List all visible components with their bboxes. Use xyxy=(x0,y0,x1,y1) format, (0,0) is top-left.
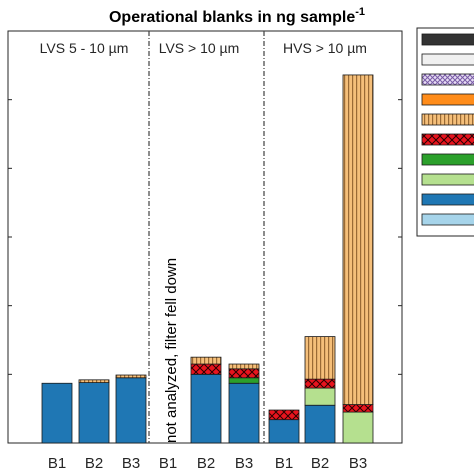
bar-segment xyxy=(342,74,374,405)
bar-segment xyxy=(268,419,300,444)
bar-segment xyxy=(78,382,110,444)
bar-segment xyxy=(190,356,222,365)
bar-segment xyxy=(41,382,73,444)
bar-segment xyxy=(228,382,260,444)
legend-swatch xyxy=(421,53,474,66)
bar-segment xyxy=(190,373,222,444)
bar-segment xyxy=(228,377,260,384)
panel-label: HVS > 10 µm xyxy=(283,40,367,56)
axis-labels: B1 B2 B3 B1 B2 B3 B1 B2 B3 xyxy=(48,455,367,472)
legend-swatch xyxy=(421,73,474,86)
legend-swatch xyxy=(421,93,474,106)
bar-segment xyxy=(304,387,336,406)
x-tick-label: B3 xyxy=(349,455,367,472)
bar-segment xyxy=(228,368,260,379)
x-tick-label: B1 xyxy=(159,455,177,472)
bar-segment xyxy=(78,379,110,383)
legend-swatch xyxy=(421,213,474,226)
x-tick-label: B3 xyxy=(235,455,253,472)
legend-swatch xyxy=(421,33,474,46)
legend-swatch xyxy=(421,153,474,166)
bar-segment xyxy=(342,404,374,413)
x-tick-label: B1 xyxy=(275,455,293,472)
bar-segment xyxy=(115,377,147,444)
legend-swatch xyxy=(421,133,474,146)
bar-stacks xyxy=(41,74,374,444)
bar-segment xyxy=(115,374,147,379)
x-tick-label: B2 xyxy=(85,455,103,472)
legend xyxy=(416,27,474,237)
not-analyzed-note: not analyzed, filter fell down xyxy=(163,258,180,443)
panel-label: LVS 5 - 10 µm xyxy=(40,40,129,56)
x-tick-label: B3 xyxy=(122,455,140,472)
bar-segment xyxy=(304,404,336,444)
x-tick-label: B1 xyxy=(48,455,66,472)
bar-segment xyxy=(190,363,222,375)
bar-segment xyxy=(228,363,260,370)
bar-segment xyxy=(268,409,300,421)
bar-segment xyxy=(304,336,336,380)
panel-label: LVS > 10 µm xyxy=(159,40,240,56)
legend-swatch xyxy=(421,113,474,126)
x-tick-label: B2 xyxy=(311,455,329,472)
chart-title: Operational blanks in ng sample-1 xyxy=(109,6,365,26)
legend-swatch xyxy=(421,193,474,206)
bar-segment xyxy=(304,378,336,389)
legend-swatch xyxy=(421,173,474,186)
x-tick-label: B2 xyxy=(197,455,215,472)
bar-segment xyxy=(342,411,374,444)
